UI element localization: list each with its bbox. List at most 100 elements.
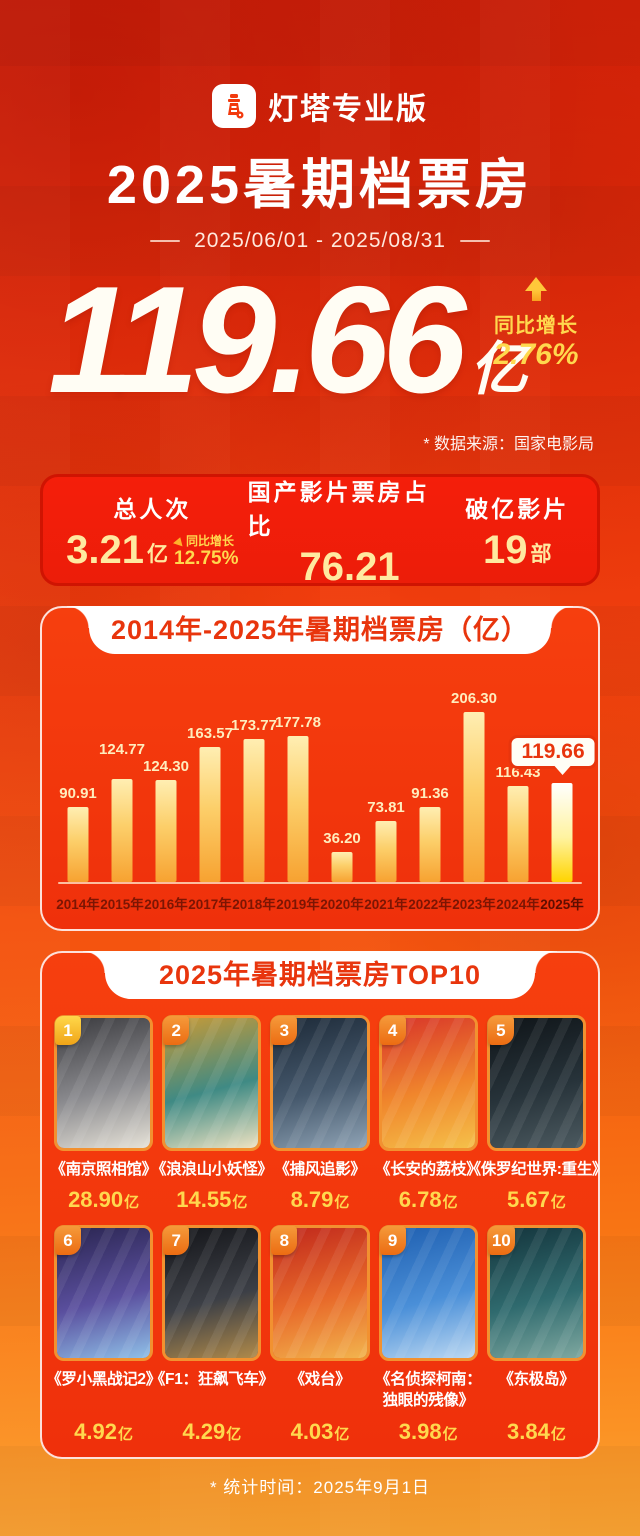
page-title: 2025暑期档票房 (106, 155, 534, 215)
boxoffice-unit: 亿 (550, 1426, 566, 1444)
stat-value: 19 (483, 528, 528, 573)
stat-label: 国产影片票房占比 (247, 479, 430, 540)
movie-boxoffice: 14.55亿 (176, 1187, 248, 1213)
yoy-value: 2.76% (493, 338, 579, 371)
movie-cell: 6 《罗小黑战记2》 4.92亿 (46, 1225, 161, 1445)
year-label: 2020年 (320, 897, 364, 913)
boxoffice-unit: 亿 (442, 1194, 458, 1212)
boxoffice-unit: 亿 (232, 1194, 248, 1212)
data-source-note: * 数据来源：国家电影局 (423, 436, 594, 454)
bar-value-label: 163.57 (187, 725, 233, 743)
bar (463, 712, 485, 883)
bar-column: 73.81 (364, 668, 408, 883)
movie-cell: 4 《长安的荔枝》 6.78亿 (375, 1015, 482, 1213)
movie-cell: 10 《东极岛》 3.84亿 (486, 1225, 587, 1445)
bar-column: 90.91 (56, 668, 100, 883)
boxoffice-unit: 亿 (334, 1194, 350, 1212)
bar (243, 739, 265, 883)
bar-chart: 90.91 124.77 124.30 163.57 173.77 177.78 36.20… (56, 668, 598, 883)
bar-value-label: 124.30 (143, 758, 189, 776)
movie-title: 《名侦探柯南： 独眼的残像》 (375, 1371, 482, 1409)
movie-poster: 1 (54, 1015, 154, 1152)
bar-value-label: 173.77 (231, 717, 277, 735)
bar-value-label: 90.91 (59, 785, 97, 803)
bar (551, 783, 573, 883)
movie-cell: 7 《F1：狂飙飞车》 4.29亿 (150, 1225, 274, 1445)
movie-boxoffice: 3.98亿 (398, 1419, 458, 1445)
year-label: 2014年 (56, 897, 100, 913)
brand-name: 灯塔专业版 (268, 93, 428, 126)
movie-poster: 5 (486, 1015, 587, 1152)
bar-column: 124.77 (99, 668, 145, 883)
top10-row: 6 《罗小黑战记2》 4.92亿 7 《F1：狂飙飞车》 4.29亿 8 《戏台》 4.03亿 9… (46, 1225, 587, 1445)
stat-value: 3.21 (66, 528, 145, 573)
movie-title: 《戏台》 (289, 1371, 351, 1389)
up-arrow-icon (525, 277, 547, 291)
year-label: 2023年 (452, 897, 496, 913)
bar-value-label: 124.77 (99, 741, 145, 759)
year-label: 2018年 (232, 897, 276, 913)
movie-poster: 10 (486, 1225, 587, 1362)
movie-poster: 6 (54, 1225, 154, 1362)
movie-boxoffice: 4.29亿 (182, 1419, 242, 1445)
bar (375, 821, 397, 883)
bar-value-label: 36.20 (323, 830, 361, 848)
year-label: 2017年 (188, 897, 232, 913)
year-label: 2022年 (408, 897, 452, 913)
bar-column: 177.78 (275, 668, 321, 883)
bar-value-label: 73.81 (367, 799, 405, 817)
year-label: 2015年 (100, 897, 144, 913)
boxoffice-unit: 亿 (550, 1194, 566, 1212)
movie-title: 《浪浪山小妖怪》 (151, 1161, 273, 1179)
highlight-callout: 119.66 (508, 735, 598, 776)
rank-badge: 4 (379, 1016, 406, 1046)
movie-boxoffice: 6.78亿 (398, 1187, 458, 1213)
date-range-text: 2025/06/01 - 2025/08/31 (194, 229, 446, 252)
bar-value-label: 206.30 (451, 690, 497, 708)
rank-badge: 9 (379, 1226, 406, 1256)
movie-title: 《长安的荔枝》 (375, 1161, 482, 1179)
movie-cell: 9 《名侦探柯南： 独眼的残像》 3.98亿 (375, 1225, 482, 1445)
left-dash (150, 240, 181, 242)
movie-cell: 2 《浪浪山小妖怪》 14.55亿 (151, 1015, 273, 1213)
stat-films-over-100m: 破亿影片 19 部 (452, 490, 584, 570)
boxoffice-unit: 亿 (124, 1194, 140, 1212)
yoy-growth-block: 同比增长 2.76% (476, 277, 596, 372)
bar (111, 779, 133, 883)
bar-column: 124.30 (143, 668, 189, 883)
movie-poster: 7 (162, 1225, 262, 1362)
top10-grid: 1 《南京照相馆》 28.90亿 2 《浪浪山小妖怪》 14.55亿 3 《捕风追影》 8.79… (42, 1015, 608, 1457)
total-boxoffice-value: 119.66 (48, 255, 467, 425)
movie-boxoffice: 28.90亿 (68, 1187, 140, 1213)
year-label: 2024年 (496, 897, 540, 913)
movie-title: 《捕风追影》 (274, 1161, 366, 1179)
bar (155, 780, 177, 883)
movie-boxoffice: 8.79亿 (290, 1187, 350, 1213)
movie-title: 《罗小黑战记2》 (46, 1371, 161, 1389)
stat-total-admissions: 总人次 3.21 亿 同比增长 12.75% (57, 490, 248, 570)
boxoffice-unit: 亿 (226, 1426, 242, 1444)
rank-badge: 3 (271, 1016, 298, 1046)
stat-value: 76.21 (299, 545, 400, 590)
rank-badge: 1 (55, 1016, 81, 1046)
x-axis-labels: 2014年 2015年 2016年 2017年 2018年 2019年 2020年 2021年… (56, 893, 584, 913)
year-label: 2016年 (144, 897, 188, 913)
bar (331, 852, 353, 883)
rank-badge: 8 (271, 1226, 298, 1256)
chart-title: 2014年-2025年暑期档票房（亿） (67, 606, 573, 655)
up-arrow-stem (531, 290, 541, 301)
movie-poster: 8 (270, 1225, 370, 1362)
bar-column: 91.36 (408, 668, 452, 883)
movie-cell: 3 《捕风追影》 8.79亿 (270, 1015, 370, 1213)
top10-row: 1 《南京照相馆》 28.90亿 2 《浪浪山小妖怪》 14.55亿 3 《捕风追影》 8.79… (50, 1015, 608, 1213)
rank-badge: 2 (163, 1016, 190, 1046)
movie-poster: 9 (378, 1225, 478, 1362)
boxoffice-unit: 亿 (442, 1426, 458, 1444)
x-axis-line (58, 882, 582, 885)
stat-label: 总人次 (113, 496, 192, 523)
bar-column: 206.30 (451, 668, 497, 883)
bar (419, 807, 441, 883)
rank-badge: 6 (55, 1226, 81, 1256)
beacon-lighthouse-icon (212, 84, 256, 128)
bar-value-label: 177.78 (275, 714, 321, 732)
